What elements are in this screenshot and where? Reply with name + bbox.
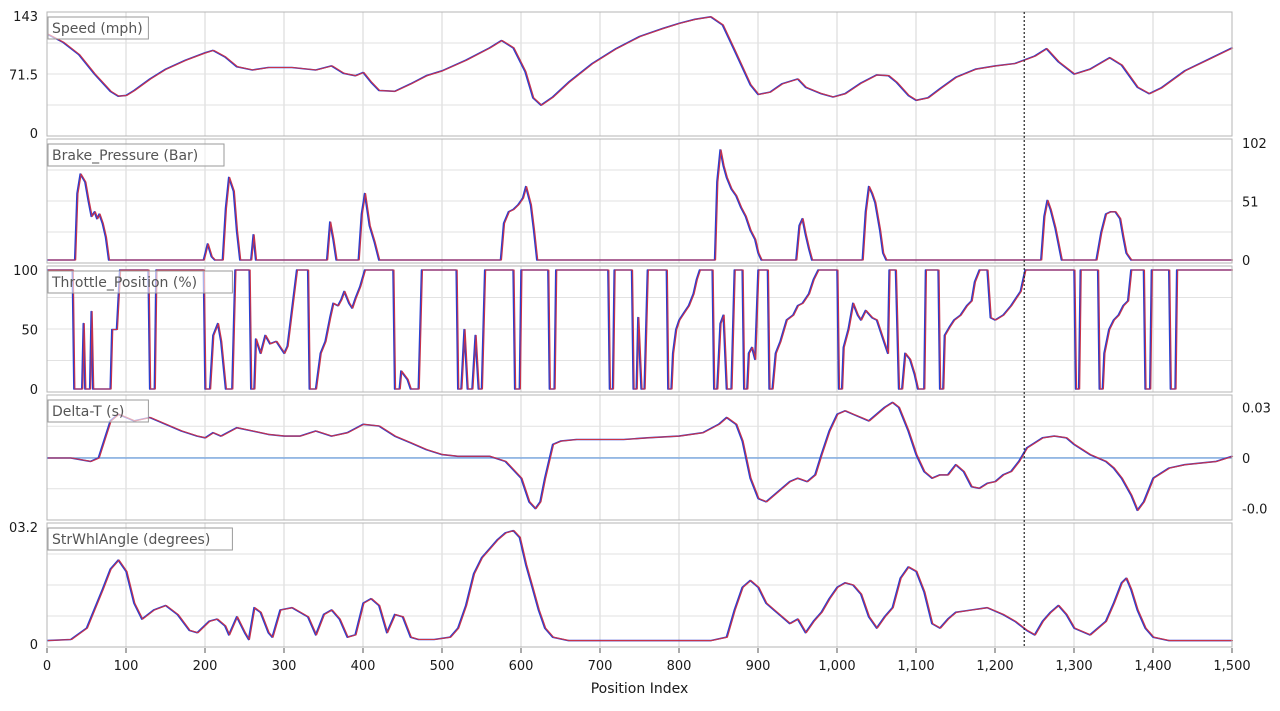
series-line-overlay-4 (47, 530, 1233, 642)
xtick-label-11: 1,100 (897, 659, 934, 674)
xtick-label-6: 600 (509, 659, 534, 674)
channel-label-box-1 (47, 143, 225, 167)
xtick-label-14: 1,400 (1134, 659, 1171, 674)
xtick-label-12: 1,200 (976, 659, 1013, 674)
channel-label-3[interactable]: Delta-T (s) (47, 399, 149, 423)
xtick-label-8: 800 (667, 659, 692, 674)
panel-borders (46, 11, 1233, 648)
ytick-left-0-2: 0 (30, 127, 38, 142)
panel-frame-3 (46, 394, 1233, 521)
ytick-right-3-0: 0.03 (1242, 401, 1271, 416)
xtick-label-2: 200 (193, 659, 218, 674)
series-line-overlay-3 (48, 401, 1234, 511)
channel-label-4[interactable]: StrWhlAngle (degrees) (47, 527, 233, 551)
series-line-overlay-1 (48, 149, 1233, 261)
ytick-right-1-2: 0 (1242, 254, 1250, 269)
series-line-primary-1 (47, 149, 1232, 261)
xtick-label-10: 1,000 (818, 659, 855, 674)
series-line-overlay-2 (48, 269, 1233, 390)
ytick-left-4-0: 03.2 (9, 521, 38, 536)
panel-frame-4 (46, 522, 1233, 648)
ytick-left-2-2: 0 (30, 383, 38, 398)
xtick-label-7: 700 (588, 659, 613, 674)
xtick-label-9: 900 (746, 659, 771, 674)
x-tick-labels: 0 100 200 300 400 500 600 700 800 900 1,000 1,100 1,… (43, 648, 1251, 674)
ytick-left-2-1: 50 (21, 324, 38, 339)
xtick-label-0: 0 (43, 659, 51, 674)
channel-label-text-0: Speed (mph) (52, 21, 143, 37)
xtick-label-5: 500 (430, 659, 455, 674)
ytick-right-1-0: 102 (1242, 137, 1267, 152)
series-line-overlay-0 (47, 16, 1234, 106)
xtick-label-15: 1,500 (1213, 659, 1250, 674)
x-axis-title: Position Index (591, 681, 689, 697)
channel-label-text-1: Brake_Pressure (Bar) (52, 148, 198, 164)
ytick-left-0-0: 143 (13, 10, 38, 25)
ytick-right-3-2: -0.0 (1242, 503, 1267, 518)
channel-label-1[interactable]: Brake_Pressure (Bar) (47, 143, 225, 167)
y-tick-labels: 143 71.5 0 102 51 0 100 50 0 0.03 0 -0.0 03.2 0 (9, 10, 1271, 653)
channel-label-text-4: StrWhlAngle (degrees) (52, 532, 210, 548)
channel-label-box-3 (47, 399, 149, 423)
ytick-left-0-1: 71.5 (9, 69, 38, 84)
ytick-left-2-0: 100 (13, 264, 38, 279)
xtick-label-3: 300 (272, 659, 297, 674)
panel-frame-0 (46, 11, 1233, 137)
ytick-right-1-1: 51 (1242, 196, 1259, 211)
channel-label-box-0 (47, 16, 149, 40)
xtick-label-1: 100 (114, 659, 139, 674)
panel-frame-2 (46, 265, 1233, 393)
panel-frame-1 (46, 138, 1233, 264)
ytick-right-3-1: 0 (1242, 452, 1250, 467)
channel-label-box-2 (47, 270, 233, 294)
ytick-left-4-1: 0 (30, 638, 38, 653)
xtick-label-4: 400 (351, 659, 376, 674)
channel-label-0[interactable]: Speed (mph) (47, 16, 149, 40)
channel-label-box-4 (47, 527, 233, 551)
channel-label-text-2: Throttle_Position (%) (51, 275, 197, 291)
channel-label-text-3: Delta-T (s) (52, 404, 124, 420)
channel-labels: Speed (mph) Brake_Pressure (Bar) Throttle_… (47, 16, 233, 551)
series-line-primary-2 (47, 269, 1232, 390)
xtick-label-13: 1,300 (1055, 659, 1092, 674)
channel-label-2[interactable]: Throttle_Position (%) (47, 270, 233, 294)
series-lines (46, 16, 1234, 642)
